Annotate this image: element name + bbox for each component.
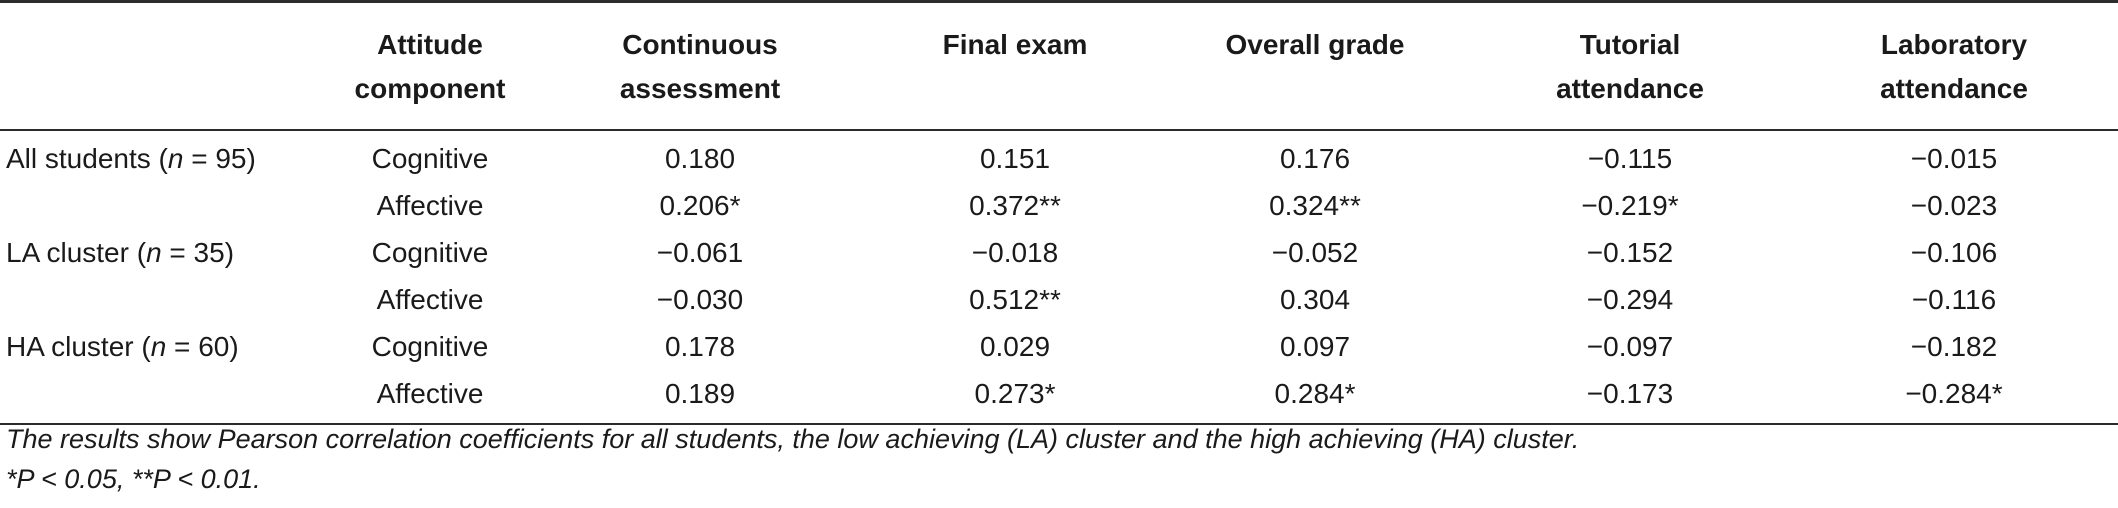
group-label [0, 370, 330, 425]
table-row: Affective 0.189 0.273* 0.284* −0.173 −0.284* [0, 370, 2118, 425]
group-label-n: n [150, 331, 167, 362]
correlation-value-cell: 0.180 [664, 143, 736, 174]
group-label: All students (n = 95) [0, 130, 330, 182]
correlation-value-cell: −0.219* [1581, 190, 1679, 221]
column-header-line: Final exam [942, 29, 1088, 60]
column-header-0 [0, 0, 330, 131]
column-header-5: Tutorial attendance [1470, 0, 1790, 131]
table-header-row: Attitude component Continuous assessment Fin… [0, 0, 2118, 131]
correlation-value-cell: 0.284* [1160, 370, 1470, 425]
column-header-line: Attitude [377, 29, 483, 60]
correlation-value-cell: 0.151 [979, 143, 1051, 174]
correlation-value-cell: −0.018 [971, 237, 1059, 268]
column-header-line: Tutorial [1579, 29, 1681, 60]
correlation-value-cell: −0.116 [1911, 284, 1997, 315]
column-header-line: component [354, 73, 506, 104]
attitude-component-cell: Cognitive [371, 331, 489, 362]
column-header-line: Laboratory [1880, 29, 2028, 60]
column-header-3: Final exam [870, 0, 1160, 131]
table-row: HA cluster (n = 60) Cognitive 0.178 0.029 0.… [0, 323, 2118, 370]
correlation-value-cell: 0.372** [969, 190, 1061, 221]
correlation-value-cell: 0.097 [1279, 331, 1351, 362]
attitude-component-cell: Affective [330, 370, 530, 425]
group-label-n: n [146, 237, 162, 268]
correlation-value-cell: −0.061 [656, 237, 744, 268]
significance-note: *P < 0.05, **P < 0.01. [6, 464, 261, 494]
correlation-table-container: Attitude component Continuous assessment Fin… [0, 0, 2118, 425]
correlation-value-cell: −0.052 [1271, 237, 1359, 268]
table-caption-note: The results show Pearson correlation coe… [6, 424, 1580, 454]
correlation-value-cell: −0.294 [1586, 284, 1674, 315]
correlation-value-cell: −0.106 [1910, 237, 1998, 268]
group-label-prefix: All students ( [6, 143, 168, 174]
correlation-value-cell: −0.182 [1910, 331, 1998, 362]
attitude-component-cell: Affective [376, 284, 484, 315]
correlation-value-cell: 0.176 [1279, 143, 1351, 174]
correlation-value-cell: −0.115 [1587, 143, 1673, 174]
correlation-value-cell: 0.206* [659, 190, 741, 221]
correlation-value-cell: 0.512** [969, 284, 1061, 315]
correlation-value-cell: 0.189 [530, 370, 870, 425]
group-label-suffix: = 95) [183, 143, 256, 174]
column-header-6: Laboratory attendance [1790, 0, 2118, 131]
column-header-4: Overall grade [1160, 0, 1470, 131]
column-header-line: Overall grade [1225, 29, 1405, 60]
correlation-value-cell: −0.023 [1910, 190, 1998, 221]
group-label [0, 276, 330, 323]
attitude-component-cell: Affective [376, 190, 484, 221]
column-header-line: attendance [1880, 73, 2028, 104]
group-label-suffix: = 35) [161, 237, 235, 268]
table-row: Affective 0.206* 0.372** 0.324** −0.219* −0.0… [0, 182, 2118, 229]
correlation-value-cell: −0.097 [1586, 331, 1674, 362]
correlation-value-cell: −0.152 [1586, 237, 1674, 268]
correlation-value-cell: −0.173 [1470, 370, 1790, 425]
group-label: LA cluster (n = 35) [0, 229, 330, 276]
column-header-2: Continuous assessment [530, 0, 870, 131]
column-header-line: assessment [619, 73, 781, 104]
correlation-value-cell: 0.304 [1279, 284, 1351, 315]
correlation-value-cell: −0.030 [656, 284, 744, 315]
table-row: Affective −0.030 0.512** 0.304 −0.294 −0.116 [0, 276, 2118, 323]
attitude-component-cell: Cognitive [371, 237, 489, 268]
correlation-value-cell: −0.284* [1790, 370, 2118, 425]
table-body: All students (n = 95) Cognitive 0.180 0.151… [0, 130, 2118, 425]
column-header-1: Attitude component [330, 0, 530, 131]
column-header-line: Continuous [622, 29, 778, 60]
group-label-suffix: = 60) [166, 331, 239, 362]
group-label-n: n [167, 143, 184, 174]
correlation-value-cell: 0.029 [979, 331, 1051, 362]
attitude-component-cell: Cognitive [371, 143, 489, 174]
correlation-table: Attitude component Continuous assessment Fin… [0, 0, 2118, 425]
correlation-value-cell: −0.015 [1910, 143, 1998, 174]
group-label: HA cluster (n = 60) [0, 323, 330, 370]
group-label [0, 182, 330, 229]
table-row: LA cluster (n = 35) Cognitive −0.061 −0.018… [0, 229, 2118, 276]
correlation-value-cell: 0.178 [664, 331, 736, 362]
correlation-value-cell: 0.324** [1269, 190, 1361, 221]
group-label-prefix: HA cluster ( [6, 331, 151, 362]
correlation-value-cell: 0.273* [870, 370, 1160, 425]
column-header-line: attendance [1556, 73, 1704, 104]
table-row: All students (n = 95) Cognitive 0.180 0.151… [0, 130, 2118, 182]
group-label-prefix: LA cluster ( [6, 237, 147, 268]
